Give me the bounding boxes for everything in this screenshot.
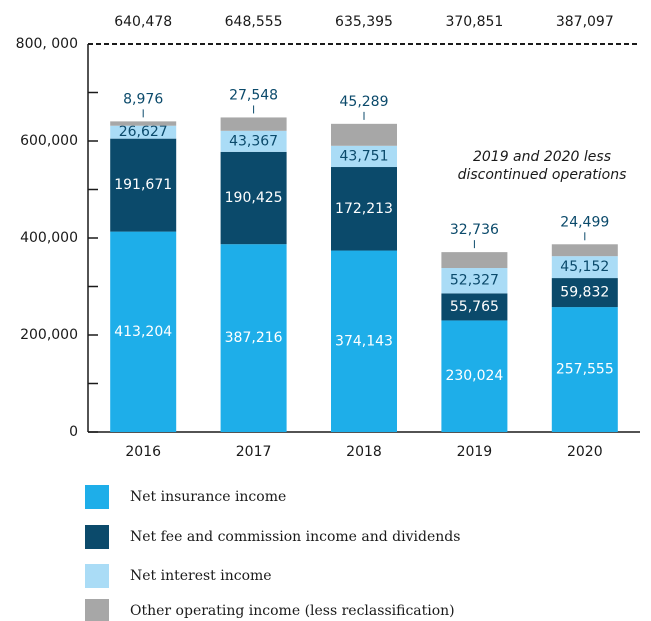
legend-swatch [85,599,109,621]
segment-label: 190,425 [225,190,283,206]
bar-segment [551,256,618,279]
bar-segment [220,244,287,432]
bar-segment [441,320,508,432]
segment-label: 52,327 [450,273,499,289]
bar-segment [110,138,177,232]
legend-swatch [85,564,109,588]
bar-segment [220,130,287,152]
bar-segment [331,123,397,146]
x-tick-label: 2016 [125,444,161,460]
bar-segment [441,252,508,269]
y-tick-label: 200,000 [20,327,78,343]
bar-segment [220,117,287,131]
segment-label: 43,751 [340,148,389,164]
legend-label: Other operating income (less reclassific… [130,603,455,619]
segment-label: 55,765 [450,299,499,315]
legend-swatch [85,525,109,549]
segment-label: 374,143 [335,333,393,349]
annotation-line: discontinued operations [458,167,627,183]
segment-label: 45,289 [340,94,389,110]
segment-label: 8,976 [123,91,163,107]
legend-label: Net interest income [130,568,272,584]
y-tick-label: 0 [69,424,78,440]
segment-label: 413,204 [114,324,172,340]
segment-label: 387,216 [225,330,283,346]
segment-label: 43,367 [229,133,278,149]
total-label: 648,555 [225,14,283,30]
bar-segment [551,244,618,257]
bar-segment [331,145,397,168]
segment-label: 24,499 [560,214,609,230]
bar-segment [110,121,177,126]
x-tick-label: 2019 [457,444,493,460]
x-tick-label: 2017 [236,444,272,460]
bar-segment [551,278,618,308]
segment-label: 26,627 [119,124,168,140]
segment-label: 59,832 [560,285,609,301]
segment-label: 45,152 [560,259,609,275]
bar-segment [441,293,508,321]
bar-segment [220,151,287,245]
y-tick-label: 800, 000 [16,36,78,52]
bar-segment [331,167,397,251]
segment-label: 257,555 [556,362,614,378]
bar-segment [441,268,508,294]
x-tick-label: 2018 [346,444,382,460]
y-tick-label: 400,000 [20,230,78,246]
segment-label: 191,671 [114,177,172,193]
total-label: 387,097 [556,14,614,30]
bar-segment [110,125,177,139]
bar-segment [331,250,397,432]
bar-segment [110,231,177,432]
total-label: 635,395 [335,14,393,30]
x-tick-label: 2020 [567,444,603,460]
legend-label: Net fee and commission income and divide… [130,529,460,545]
total-label: 370,851 [445,14,503,30]
legend-swatch [85,485,109,509]
segment-label: 27,548 [229,87,278,103]
legend-label: Net insurance income [130,489,286,505]
y-tick-label: 600,000 [20,133,78,149]
bar-segment [551,307,618,432]
segment-label: 172,213 [335,201,393,217]
segment-label: 230,024 [445,368,503,384]
segment-label: 32,736 [450,222,499,238]
total-label: 640,478 [114,14,172,30]
annotation-line: 2019 and 2020 less [473,149,611,165]
